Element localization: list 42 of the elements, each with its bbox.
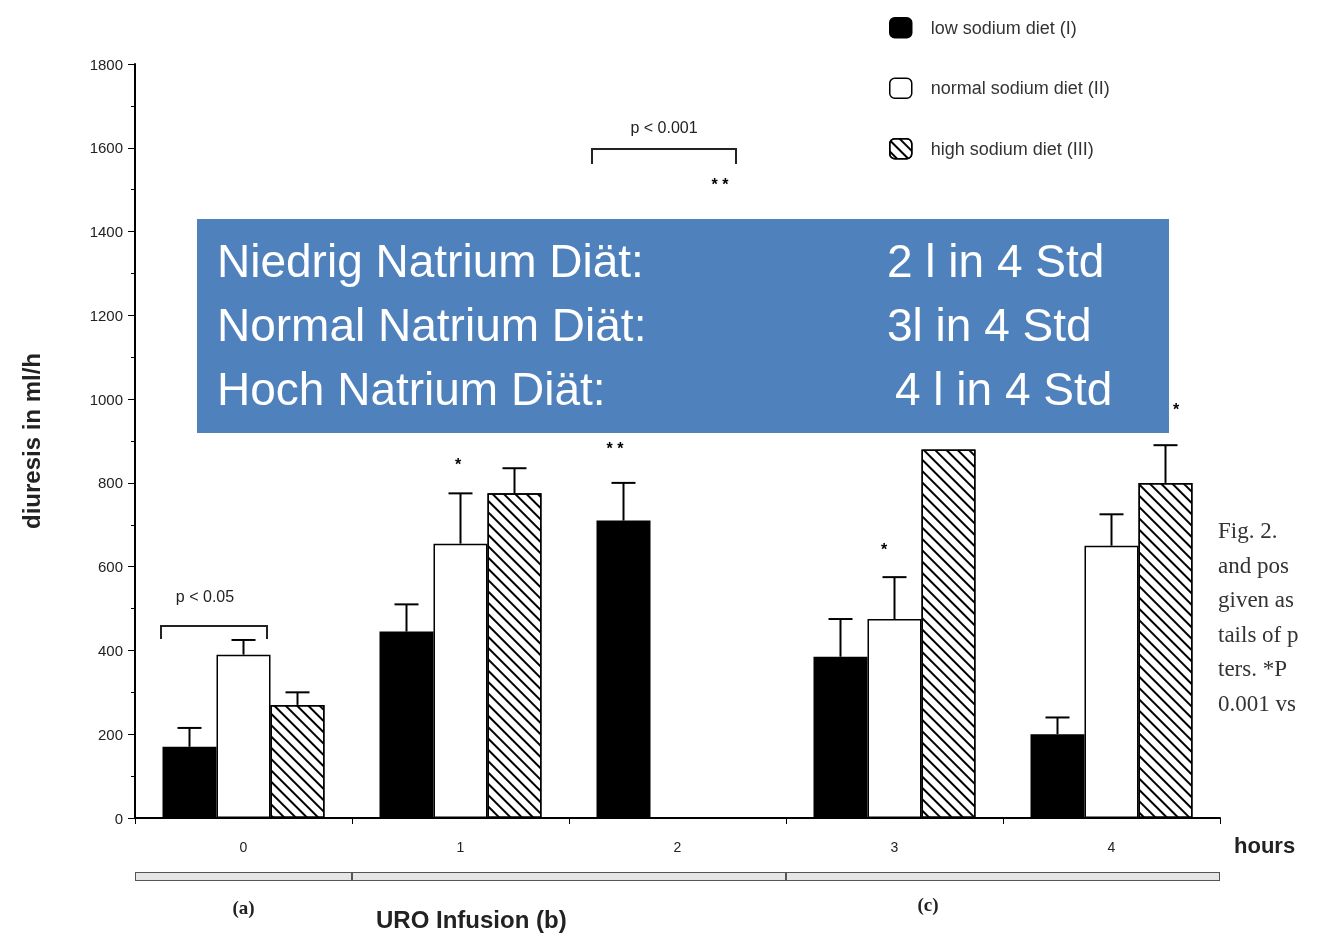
x-tick-label: 1 <box>456 839 465 855</box>
text: given as <box>1218 586 1295 614</box>
y-axis-title: diuresis in ml/h <box>17 352 45 530</box>
legend-label: low sodium diet (I) <box>930 17 1077 38</box>
y-tick-label: 0 <box>114 809 123 827</box>
annotation: 2 l in 4 Std <box>887 234 1105 289</box>
legend-label: high sodium diet (III) <box>930 138 1094 159</box>
annotation: Hoch Natrium Diät: <box>217 362 606 417</box>
annotation: 3l in 4 Std <box>887 298 1092 353</box>
annotation: * <box>454 456 462 474</box>
text: (a) <box>232 897 255 919</box>
text: * <box>1172 401 1180 419</box>
annotation: p < 0.05 <box>175 588 235 606</box>
x-tick-label: 3 <box>890 839 899 855</box>
annotation: * * <box>711 176 729 194</box>
y-tick-label: 1200 <box>89 306 123 324</box>
text: ters. *P <box>1218 655 1287 683</box>
text: (c) <box>917 894 939 916</box>
text: and pos <box>1218 551 1289 580</box>
y-tick-label: 1400 <box>89 223 123 241</box>
y-tick-label: 1800 <box>89 55 123 73</box>
y-tick-label: 400 <box>97 641 123 659</box>
x-tick-label: 4 <box>1107 839 1116 855</box>
annotation: 4 l in 4 Std <box>895 362 1113 417</box>
legend-label: normal sodium diet (II) <box>930 78 1110 99</box>
x-tick-label: 0 <box>239 839 248 855</box>
x-tick-label: 2 <box>673 839 682 855</box>
annotation: Normal Natrium Diät: <box>217 298 647 353</box>
y-tick-label: 600 <box>97 558 123 576</box>
text: URO Infusion (b) <box>376 906 567 934</box>
text: 0.001 vs <box>1218 689 1296 718</box>
y-tick-label: 200 <box>97 725 123 743</box>
x-axis-title: hours <box>1234 832 1296 858</box>
caption: Fig. 2. <box>1218 517 1278 545</box>
annotation: Niedrig Natrium Diät: <box>217 234 644 289</box>
annotation: * <box>880 541 888 559</box>
y-tick-label: 1000 <box>89 390 123 408</box>
annotation: * * <box>606 440 624 458</box>
y-tick-label: 1600 <box>89 139 123 157</box>
y-tick-label: 800 <box>97 474 123 492</box>
text: tails of p <box>1218 620 1299 649</box>
annotation: p < 0.001 <box>630 119 698 137</box>
